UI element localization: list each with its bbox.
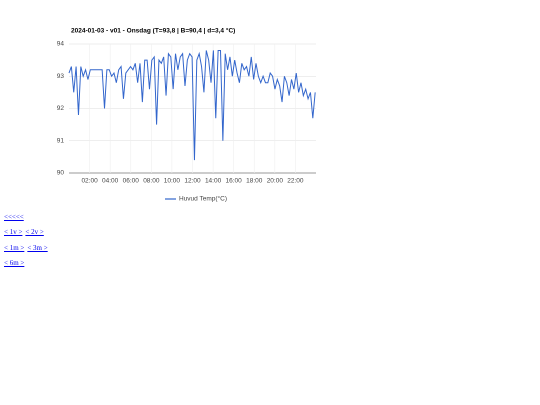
legend-label: Huvud Temp(°C) <box>179 195 227 203</box>
x-tick-label: 06:00 <box>123 178 140 185</box>
nav-link[interactable]: < 6m > <box>4 258 25 267</box>
nav-link[interactable]: < 2v > <box>25 228 44 237</box>
x-tick-label: 08:00 <box>143 178 160 185</box>
x-tick-label: 18:00 <box>246 178 263 185</box>
chart: 2024-01-03 - v01 - Onsdag (T=93,8 | B=90… <box>57 27 316 203</box>
x-tick-label: 10:00 <box>164 178 181 185</box>
x-tick-label: 12:00 <box>184 178 201 185</box>
link-row: <<<<< <box>4 213 51 228</box>
chart-title: 2024-01-03 - v01 - Onsdag (T=93,8 | B=90… <box>71 27 235 35</box>
data-line <box>68 49 316 161</box>
x-tick-label: 14:00 <box>205 178 222 185</box>
x-tick-label: 20:00 <box>267 178 284 185</box>
x-tick-label: 22:00 <box>287 178 304 185</box>
nav-link[interactable]: < 1v > <box>4 228 23 237</box>
y-tick-label: 93 <box>57 73 65 80</box>
y-tick-label: 94 <box>57 41 65 48</box>
nav-link[interactable]: < 1m > <box>4 243 25 252</box>
x-tick-label: 04:00 <box>102 178 119 185</box>
x-tick-label: 16:00 <box>226 178 243 185</box>
nav-link[interactable]: <<<<< <box>4 213 24 221</box>
x-tick-label: 02:00 <box>81 178 98 185</box>
link-row: < 1m > < 3m > <box>4 244 51 259</box>
y-tick-label: 92 <box>57 105 65 112</box>
nav-link[interactable]: < 3m > <box>27 243 48 252</box>
links: <<<<< < 1v > < 2v > < 1m > < 3m > < 6m > <box>4 213 51 274</box>
y-tick-label: 91 <box>57 137 65 144</box>
link-row: < 6m > <box>4 259 51 274</box>
y-tick-label: 90 <box>57 170 65 177</box>
link-row: < 1v > < 2v > <box>4 228 51 243</box>
